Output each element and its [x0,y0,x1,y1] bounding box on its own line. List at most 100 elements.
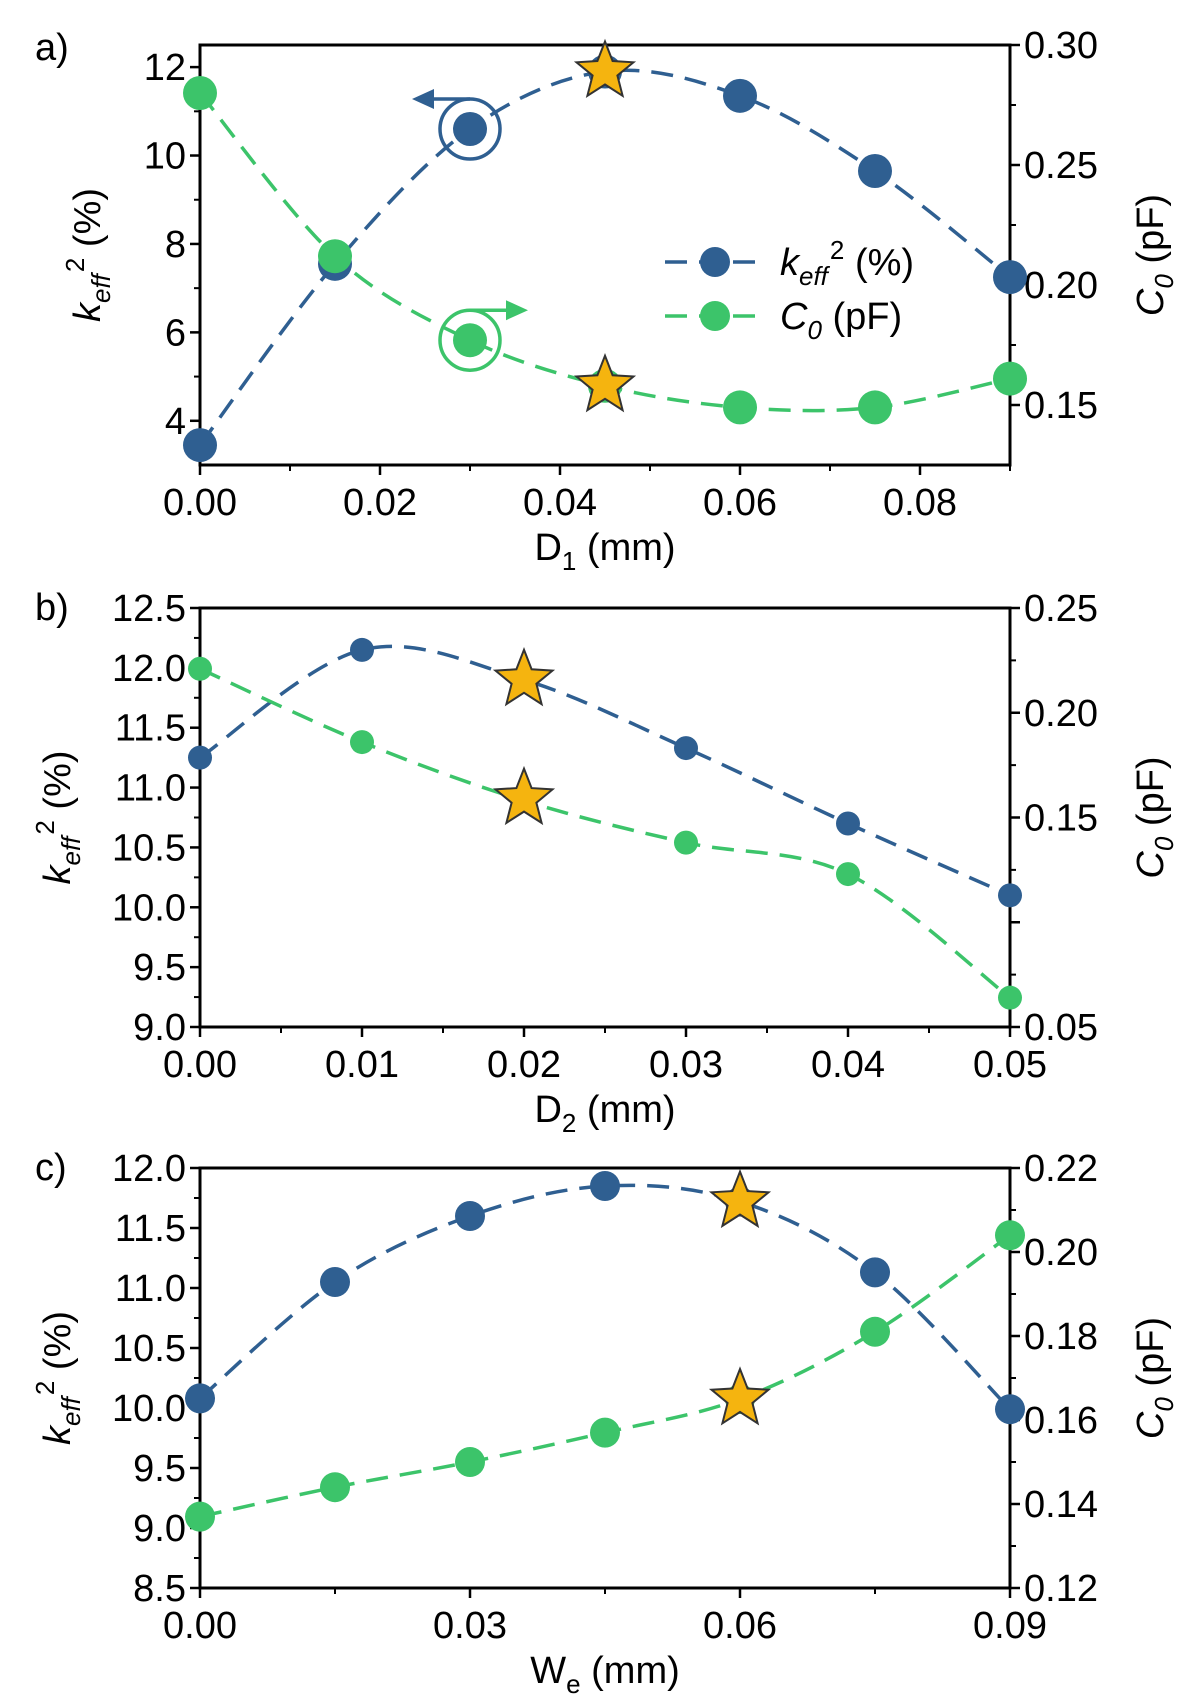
x-tick-label: 0.02 [487,1044,561,1086]
y-left-tick-label: 10.0 [112,887,186,929]
data-point-c0 [860,1316,890,1347]
axis-indicator-arrowhead [412,89,434,109]
y-left-tick-label: 10 [144,136,186,178]
y-right-tick-label: 0.20 [1024,265,1098,307]
data-point-keff [998,883,1022,908]
data-point-keff [350,637,374,662]
data-point-c0 [455,1447,485,1477]
x-tick-label: 0.06 [703,1605,777,1647]
series-line-keff [199,644,1011,897]
y-left-axis-title: keff2 (%) [60,188,116,322]
y-right-tick-label: 0.16 [1024,1400,1098,1442]
y-left-tick-label: 11.5 [115,1208,186,1250]
y-left-tick-label: 9.5 [133,947,186,989]
legend: keff2 (%) C0 (pF) [665,235,914,345]
y-left-tick-label: 9.0 [133,1508,186,1550]
data-point-keff [993,260,1027,295]
x-tick-label: 0.04 [523,482,597,524]
series-line-keff [198,1183,1012,1411]
y-right-tick-label: 0.25 [1024,145,1098,187]
x-tick-label: 0.06 [703,482,777,524]
data-point-c0 [183,76,217,110]
y-left-tick-label: 11.0 [115,1268,186,1310]
data-point-keff [590,1171,620,1201]
data-point-keff [836,811,860,836]
y-left-tick-label: 10.0 [112,1388,186,1430]
panel-label: c) [35,1147,67,1189]
data-point-c0 [858,390,892,425]
panel-b: 0.00 0.01 0.02 0.03 0.04 0.05 9.0 9.5 10.0 10.5 11… [30,587,1179,1138]
y-left-tick-label: 11.5 [115,708,186,750]
x-tick-label: 0.03 [649,1044,723,1086]
y-right-tick-label: 0.22 [1024,1148,1098,1190]
optimum-star-marker [573,38,637,99]
legend-marker-c0 [700,301,730,331]
y-left-tick-label: 9.0 [133,1007,186,1049]
y-right-tick-label: 0.15 [1024,798,1098,840]
y-right-tick-label: 0.18 [1024,1316,1098,1358]
data-point-c0 [185,1501,215,1532]
data-point-c0 [188,656,212,681]
data-point-keff [455,1201,485,1231]
data-point-keff [995,1394,1025,1425]
optimum-star-marker [573,353,637,413]
data-point-keff [858,154,892,188]
x-tick-label: 0.04 [811,1044,885,1086]
data-point-c0 [993,361,1027,396]
y-right-tick-label: 0.15 [1024,385,1098,427]
y-left-tick-label: 4 [165,401,186,443]
panel-a: 0.00 0.02 0.04 0.06 0.08 4 6 8 10 12 0.15 0.20 0.25 0… [35,25,1179,576]
y-right-tick-label: 0.20 [1024,693,1098,735]
optimum-star-marker [708,1168,772,1229]
x-tick-label: 0.05 [973,1044,1047,1086]
x-tick-label: 0.00 [163,482,237,524]
y-left-tick-label: 9.5 [133,1448,186,1490]
y-right-tick-label: 0.14 [1024,1484,1098,1526]
y-right-tick-label: 0.25 [1024,588,1098,630]
y-left-axis-title: keff2 (%) [30,1311,86,1445]
plot-frame [198,606,1012,1029]
y-left-axis-title: keff2 (%) [30,750,86,884]
y-right-axis-title: C0 (pF) [1130,194,1179,316]
y-left-tick-label: 8 [165,224,186,266]
x-tick-label: 0.00 [163,1605,237,1647]
y-right-tick-label: 0.20 [1024,1232,1098,1274]
y-left-tick-label: 6 [165,312,186,354]
series-line-c0 [199,667,1012,1000]
y-right-axis-title: C0 (pF) [1130,756,1179,878]
x-tick-label: 0.09 [973,1605,1047,1647]
y-left-tick-label: 11.0 [115,768,186,810]
y-right-tick-label: 0.12 [1024,1568,1098,1610]
panel-label: a) [35,27,69,69]
data-point-c0 [590,1417,620,1448]
legend-label-c0: C0 (pF) [780,296,902,345]
y-right-tick-label: 0.30 [1024,25,1098,67]
panel-label: b) [35,587,69,629]
data-point-keff [723,78,757,113]
x-axis-title: D1 (mm) [534,527,675,576]
y-right-axis-title: C0 (pF) [1130,1317,1179,1439]
data-point-keff [674,736,698,761]
optimum-star-marker [492,765,556,826]
x-tick-label: 0.01 [325,1044,399,1086]
y-left-tick-label: 10.5 [112,1328,186,1370]
data-point-c0 [320,1472,350,1503]
x-tick-label: 0.02 [343,482,417,524]
panel-c: 0.00 0.03 0.06 0.09 8.5 9.0 9.5 10.0 10.5 11.0 11.… [30,1147,1179,1699]
optimum-star-marker [708,1366,772,1426]
x-tick-label: 0.00 [163,1044,237,1086]
data-point-c0 [998,985,1022,1010]
data-point-keff [453,112,487,146]
plot-frame [198,1166,1012,1590]
data-point-keff [860,1257,890,1288]
y-left-tick-label: 10.5 [112,827,186,869]
x-tick-label: 0.08 [883,482,957,524]
data-point-keff [320,1267,350,1297]
data-point-c0 [318,239,352,274]
y-left-tick-label: 8.5 [133,1568,186,1610]
y-left-tick-label: 12.0 [112,1148,186,1190]
axis-indicator-arrowhead [506,300,528,321]
data-point-keff [185,1383,215,1414]
data-point-keff [188,745,212,770]
